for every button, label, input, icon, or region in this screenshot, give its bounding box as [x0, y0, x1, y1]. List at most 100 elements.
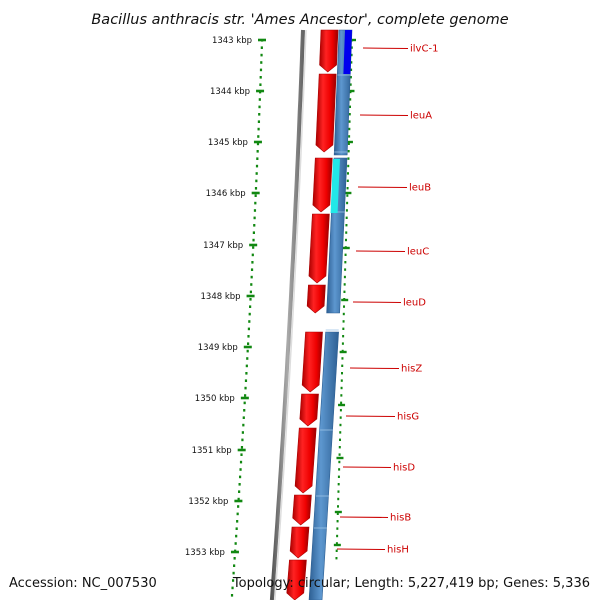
- inner-ruler-dot: [347, 157, 350, 160]
- inner-ruler-dot: [346, 179, 349, 182]
- ruler-dot: [240, 453, 243, 456]
- inner-ruler-dot: [336, 512, 339, 515]
- ruler-dot: [238, 483, 241, 486]
- ruler-dot: [245, 364, 248, 368]
- gene-label-hish: hisH: [387, 545, 409, 556]
- inner-ruler-tick: [336, 456, 344, 460]
- gene-label-leud: leuD: [403, 298, 426, 309]
- ruler-tick: [251, 191, 260, 195]
- ruler-dot: [231, 586, 234, 590]
- ruler-dot: [240, 446, 244, 449]
- ruler-dot: [246, 357, 249, 360]
- gene-leader-line: [352, 301, 402, 303]
- ruler-dot: [253, 209, 257, 212]
- ruler-dot: [239, 460, 243, 464]
- ruler-dot: [250, 268, 254, 271]
- gene-leader-line: [342, 466, 392, 468]
- topology-label: Topology: circular; Length: 5,227,419 bp…: [232, 576, 590, 591]
- inner-ruler-dot: [347, 164, 350, 168]
- inner-ruler-dot: [343, 290, 346, 293]
- inner-ruler-dot: [339, 438, 342, 441]
- inner-ruler-dot: [344, 253, 347, 256]
- kbp-ruler: 1343 kbp 1344 kbp 1345 kbp 1346 kbp 1347 kbp…: [185, 36, 356, 597]
- gene-label-hisz: hisZ: [401, 364, 422, 375]
- ruler-tick-label: 1350 kbp: [195, 394, 235, 404]
- ruler-dot: [251, 253, 254, 257]
- ruler-dot: [230, 594, 234, 597]
- ruler-dot: [243, 409, 246, 412]
- ruler-tick: [243, 345, 252, 349]
- inner-ruler-dot: [343, 275, 346, 279]
- ruler-dot: [234, 542, 237, 545]
- forward-gene-arrow: [286, 559, 307, 600]
- ruler-dot: [258, 98, 261, 101]
- genome-backbone: [269, 29, 305, 600]
- inner-ruler-dot: [341, 364, 344, 367]
- ruler-dot: [255, 164, 259, 168]
- ruler-dot: [237, 497, 240, 501]
- inner-ruler-tick: [339, 350, 347, 354]
- inner-ruler-dot: [337, 490, 340, 493]
- inner-ruler-dot: [341, 357, 344, 360]
- ruler-dot: [260, 61, 263, 64]
- inner-ruler-dot: [346, 194, 349, 197]
- inner-ruler-dot: [340, 394, 343, 397]
- inner-ruler-dot: [347, 150, 350, 153]
- inner-ruler-dot: [349, 98, 352, 101]
- inner-ruler-dot: [340, 379, 343, 382]
- inner-ruler-dot: [347, 142, 350, 145]
- ruler-dot: [255, 172, 258, 175]
- reverse-gene-block: [326, 157, 348, 314]
- inner-ruler-dot: [344, 261, 347, 264]
- ruler-dot: [249, 305, 252, 308]
- gene-leader-line: [345, 415, 396, 417]
- inner-ruler-tick: [347, 89, 355, 93]
- inner-ruler-dot: [338, 453, 341, 456]
- ruler-dot: [254, 201, 257, 205]
- inner-ruler-tick: [334, 510, 342, 514]
- inner-ruler-tick: [345, 140, 353, 144]
- reverse-gene-block: [308, 331, 339, 600]
- ruler-dot: [258, 105, 261, 109]
- ruler-dot: [246, 349, 249, 353]
- inner-ruler-dot: [335, 557, 338, 560]
- forward-gene-arrow: [299, 393, 319, 427]
- ruler-dot: [260, 46, 263, 49]
- inner-ruler-dot: [345, 224, 348, 227]
- ruler-dot: [256, 157, 259, 160]
- gene-label-leuc: leuC: [407, 247, 429, 258]
- inner-ruler-dot: [350, 46, 353, 49]
- ruler-dot: [247, 335, 250, 338]
- inner-ruler-dot: [337, 475, 340, 478]
- feature-tracks: [269, 29, 353, 600]
- inner-ruler-dot: [345, 231, 348, 234]
- gene-leader-line: [339, 516, 389, 518]
- ruler-tick-label: 1343 kbp: [212, 36, 252, 46]
- inner-ruler-dot: [343, 305, 346, 308]
- ruler-dot: [241, 438, 244, 442]
- ruler-dot: [256, 142, 260, 146]
- inner-ruler-dot: [349, 83, 352, 86]
- inner-ruler-dot: [346, 187, 349, 190]
- ruler-dot: [239, 468, 242, 471]
- inner-ruler-dot: [339, 423, 342, 427]
- ruler-dot: [259, 68, 263, 72]
- ruler-dot: [233, 564, 236, 567]
- ruler-dot: [246, 342, 250, 345]
- inner-ruler-dot: [336, 520, 339, 523]
- gene-leader-line: [349, 367, 400, 369]
- ruler-tick-label: 1346 kbp: [206, 189, 246, 199]
- ruler-dot: [231, 579, 235, 582]
- inner-ruler-dot: [348, 113, 351, 116]
- genome-backbone-edge: [274, 29, 307, 600]
- ruler-dot: [259, 83, 262, 86]
- ruler-dot: [249, 298, 252, 301]
- inner-ruler-dot: [339, 416, 342, 419]
- ruler-dot: [251, 261, 254, 264]
- gene-labels: ilvC-1 leuA leuB leuC leuD hisZ hisG hisD hisB hi…: [336, 44, 438, 556]
- inner-ruler-tick: [341, 298, 349, 302]
- gene-leader-line: [336, 548, 386, 550]
- ruler-tick-label: 1344 kbp: [210, 87, 250, 97]
- inner-ruler-dot: [335, 549, 338, 552]
- ruler-dot: [253, 216, 256, 220]
